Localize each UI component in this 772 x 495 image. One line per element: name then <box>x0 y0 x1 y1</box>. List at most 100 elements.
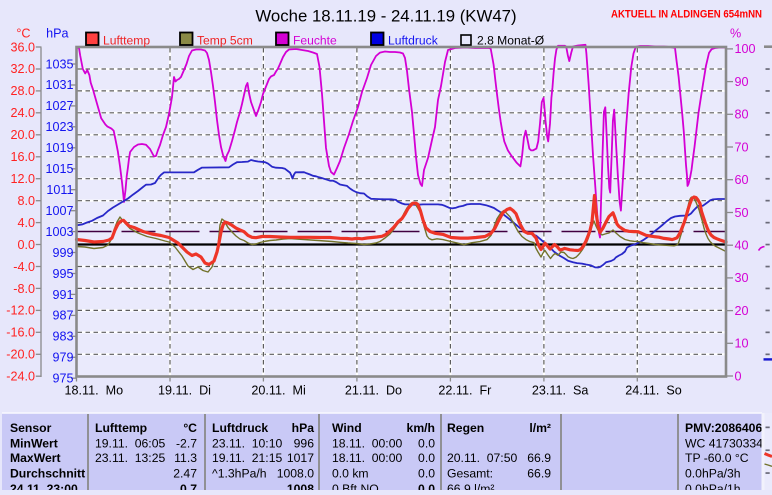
svg-text:PMV:2086406: PMV:2086406 <box>685 421 762 435</box>
svg-text:-20.0: -20.0 <box>6 348 35 362</box>
svg-text:Temp 5cm: Temp 5cm <box>197 34 253 48</box>
svg-text:WC 4173033472: WC 4173033472 <box>685 436 772 450</box>
svg-text:0.7: 0.7 <box>180 482 197 490</box>
svg-text:20.0: 20.0 <box>10 128 35 142</box>
svg-text:0.0hPa/3h: 0.0hPa/3h <box>685 466 741 480</box>
svg-text:4.0: 4.0 <box>17 216 35 230</box>
svg-text:90: 90 <box>735 75 749 89</box>
svg-text:1027: 1027 <box>45 99 73 113</box>
svg-text:995: 995 <box>52 267 73 281</box>
svg-text:2.47: 2.47 <box>173 466 197 480</box>
svg-text:Wind: Wind <box>332 421 362 435</box>
svg-text:23.11. 13:25: 23.11. 13:25 <box>95 451 165 465</box>
svg-text:21.11. Do: 21.11. Do <box>345 384 402 398</box>
svg-text:19.11. 06:05: 19.11. 06:05 <box>95 436 165 450</box>
svg-text:1019: 1019 <box>45 141 73 155</box>
svg-text:18.11. 00:00: 18.11. 00:00 <box>332 436 402 450</box>
svg-text:Durchschnitt: Durchschnitt <box>10 466 85 480</box>
svg-text:Regen: Regen <box>447 421 484 435</box>
svg-text:-16.0: -16.0 <box>6 326 35 340</box>
svg-text:1008: 1008 <box>287 482 314 490</box>
svg-text:30: 30 <box>735 271 749 285</box>
svg-text:40: 40 <box>735 239 749 253</box>
svg-text:0 Bft NO: 0 Bft NO <box>332 482 379 490</box>
svg-text:979: 979 <box>52 351 73 365</box>
svg-text:983: 983 <box>52 330 73 344</box>
svg-text:1031: 1031 <box>45 78 73 92</box>
svg-text:hPa: hPa <box>292 421 315 435</box>
svg-text:0.0: 0.0 <box>418 436 435 450</box>
svg-text:1017: 1017 <box>287 451 314 465</box>
svg-text:0.0: 0.0 <box>418 482 435 490</box>
svg-text:987: 987 <box>52 309 73 323</box>
svg-text:20.11. 07:50: 20.11. 07:50 <box>447 451 517 465</box>
svg-text:-4.0: -4.0 <box>13 260 35 274</box>
svg-text:1003: 1003 <box>45 225 73 239</box>
svg-text:1015: 1015 <box>45 162 73 176</box>
svg-text:19.11. 21:15: 19.11. 21:15 <box>212 451 282 465</box>
svg-text:32.0: 32.0 <box>10 62 35 76</box>
svg-text:Gesamt:: Gesamt: <box>447 466 493 480</box>
svg-text:0.0 km: 0.0 km <box>332 466 369 480</box>
svg-text:999: 999 <box>52 246 73 260</box>
svg-text:Woche 18.11.19 - 24.11.19 (KW4: Woche 18.11.19 - 24.11.19 (KW47) <box>255 7 516 26</box>
svg-text:66.9: 66.9 <box>527 466 551 480</box>
svg-text:0.0: 0.0 <box>418 451 435 465</box>
svg-text:50: 50 <box>735 206 749 220</box>
svg-text:66.9: 66.9 <box>527 451 551 465</box>
svg-text:16.0: 16.0 <box>10 150 35 164</box>
svg-text:Feuchte: Feuchte <box>293 34 337 48</box>
svg-text:23.11. Sa: 23.11. Sa <box>532 384 588 398</box>
svg-text:0.0: 0.0 <box>418 466 435 480</box>
svg-text:11.3: 11.3 <box>174 451 197 465</box>
svg-text:60: 60 <box>735 173 749 187</box>
svg-text:km/h: km/h <box>407 421 435 435</box>
svg-text:996: 996 <box>294 436 315 450</box>
svg-text:AKTUELL IN ALDINGEN 654mNN: AKTUELL IN ALDINGEN 654mNN <box>611 9 762 21</box>
svg-text:24.0: 24.0 <box>10 106 35 120</box>
svg-text:^1.3hPa/h: ^1.3hPa/h <box>212 466 267 480</box>
svg-text:%: % <box>730 27 741 41</box>
svg-text:0.0: 0.0 <box>17 238 35 252</box>
svg-text:20.11. Mi: 20.11. Mi <box>251 384 305 398</box>
svg-text:-24.0: -24.0 <box>6 370 35 384</box>
svg-text:Luftdruck: Luftdruck <box>388 34 439 48</box>
svg-text:1023: 1023 <box>45 120 73 134</box>
svg-text:hPa: hPa <box>46 27 68 41</box>
svg-text:100: 100 <box>735 42 756 56</box>
svg-text:24.11. So: 24.11. So <box>625 384 681 398</box>
svg-text:Lufttemp: Lufttemp <box>103 34 150 48</box>
svg-text:°C: °C <box>183 421 197 435</box>
svg-text:20: 20 <box>735 304 749 318</box>
svg-text:Sensor: Sensor <box>10 421 52 435</box>
svg-text:1007: 1007 <box>45 204 73 218</box>
svg-text:-2.7: -2.7 <box>176 436 197 450</box>
svg-text:80: 80 <box>735 108 749 122</box>
svg-text:991: 991 <box>52 288 73 302</box>
svg-text:Lufttemp: Lufttemp <box>95 421 147 435</box>
svg-text:Luftdruck: Luftdruck <box>212 421 268 435</box>
svg-text:1008.0: 1008.0 <box>277 466 314 480</box>
svg-text:19.11. Di: 19.11. Di <box>158 384 211 398</box>
svg-text:70: 70 <box>735 140 749 154</box>
svg-text:-8.0: -8.0 <box>13 282 35 296</box>
svg-text:18.11. 00:00: 18.11. 00:00 <box>332 451 402 465</box>
svg-text:23.11. 10:10: 23.11. 10:10 <box>212 436 282 450</box>
svg-text:1035: 1035 <box>45 57 73 71</box>
svg-text:0: 0 <box>735 369 742 383</box>
svg-text:12.0: 12.0 <box>10 172 35 186</box>
svg-text:°C: °C <box>16 27 30 41</box>
svg-text:66.9 l/m²: 66.9 l/m² <box>447 482 494 490</box>
svg-text:24.11. 23:00: 24.11. 23:00 <box>10 482 78 490</box>
svg-text:22.11. Fr: 22.11. Fr <box>438 384 491 398</box>
svg-text:2.8 Monat-Ø: 2.8 Monat-Ø <box>477 34 544 48</box>
svg-text:18.11. Mo: 18.11. Mo <box>65 384 124 398</box>
svg-text:1011: 1011 <box>46 183 73 197</box>
svg-text:8.0: 8.0 <box>17 194 35 208</box>
svg-text:10: 10 <box>735 337 749 351</box>
svg-text:-12.0: -12.0 <box>6 304 35 318</box>
svg-text:MinWert: MinWert <box>10 436 58 450</box>
svg-text:28.0: 28.0 <box>10 84 35 98</box>
svg-text:0.0hPa/1h: 0.0hPa/1h <box>685 482 741 490</box>
svg-text:TP -60.0 °C: TP -60.0 °C <box>685 451 749 465</box>
